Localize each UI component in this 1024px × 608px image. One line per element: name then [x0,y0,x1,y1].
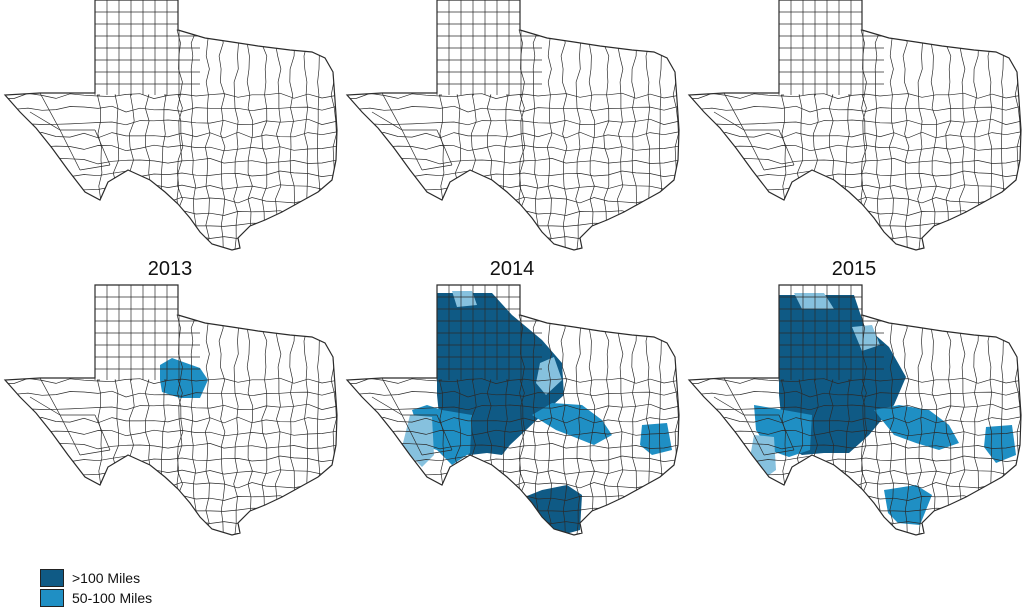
state-outline [687,0,1022,251]
texas-county-map [3,0,338,251]
legend-item: >100 Miles [40,568,152,588]
texas-county-map [3,284,338,536]
state-outline-fill [5,0,337,250]
texas-county-map [345,0,680,251]
map-top-2014 [342,0,682,255]
state-outline [345,284,680,536]
state-outline [3,0,338,251]
year-label-2014: 2014 [489,258,535,280]
texas-county-map [687,284,1022,536]
legend: >100 Miles 50-100 Miles [40,568,152,608]
state-outline-fill [689,0,1021,250]
state-outline-fill [347,0,679,250]
texas-county-map [687,0,1022,251]
legend-swatch-over-100 [40,569,64,587]
region-shade [640,423,672,455]
map-bottom-2015 [684,284,1024,540]
state-outline [345,0,680,251]
year-label-2015: 2015 [831,258,877,280]
year-label-2013: 2013 [147,258,193,280]
legend-swatch-50-100 [40,589,64,607]
map-top-2015 [684,0,1024,255]
texas-county-map [345,284,680,536]
region-shade [852,325,880,351]
map-bottom-2013 [0,284,340,540]
state-outline [3,284,338,536]
region-shade [874,405,959,450]
map-top-2013 [0,0,340,255]
region-shade [984,425,1016,463]
region-shade [536,357,562,395]
map-bottom-2014 [342,284,682,540]
state-outline-fill [5,285,337,535]
region-shade [904,535,920,555]
state-outline [687,284,1022,536]
legend-label: 50-100 Miles [72,590,153,606]
region-shade [452,291,477,307]
legend-item: 50-100 Miles [40,588,152,608]
legend-label: >100 Miles [72,570,141,586]
